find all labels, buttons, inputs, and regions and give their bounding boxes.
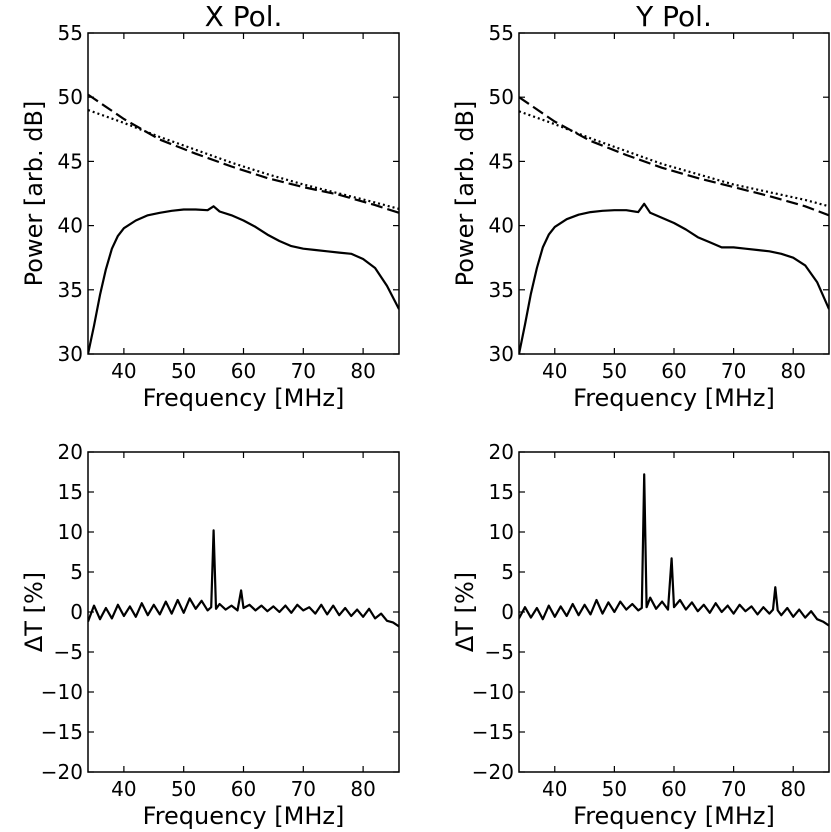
series-line-solid [88, 205, 399, 354]
x-tick-label: 50 [171, 359, 196, 383]
series-line-dotted [519, 110, 829, 208]
series-line-solid [519, 473, 829, 627]
panel-y-pol-delta-t: 40 50 60 70 80 −20 −15 −10 −5 0 5 10 15 20 Frequency… [451, 440, 830, 830]
y-tick-label: −20 [41, 760, 83, 784]
x-tick-label: 60 [231, 359, 256, 383]
y-tick-label: 55 [489, 21, 514, 45]
panel-x-pol-delta-t: 40 50 60 70 80 −20 −15 −10 −5 0 5 10 15 20 Frequency… [20, 440, 400, 830]
y-tick-label: 5 [501, 560, 514, 584]
x-tick-label: 40 [542, 777, 567, 801]
y-tick-label: 0 [501, 600, 514, 624]
x-axis-label: Frequency [MHz] [573, 802, 775, 830]
x-tick-label: 50 [602, 359, 627, 383]
y-tick-label: −20 [472, 760, 514, 784]
x-tick-label: 40 [111, 777, 136, 801]
x-tick-label: 70 [721, 359, 746, 383]
plot-frame [518, 32, 830, 355]
x-tick-label: 40 [542, 359, 567, 383]
y-tick-label: 30 [489, 342, 514, 366]
x-tick-label: 80 [781, 777, 806, 801]
y-tick-label: 0 [70, 600, 83, 624]
y-tick-label: 20 [489, 440, 514, 464]
x-axis-label: Frequency [MHz] [143, 802, 345, 830]
x-tick-label: 60 [231, 777, 256, 801]
y-tick-label: −5 [485, 640, 514, 664]
y-tick-label: 35 [489, 278, 514, 302]
y-tick-label: 50 [489, 85, 514, 109]
series-line-dashed [88, 93, 399, 214]
panel-y-pol-power: Y Pol. 40 50 60 70 80 30 35 40 45 50 55 Frequency… [451, 0, 830, 412]
y-tick-label: 45 [489, 149, 514, 173]
y-tick-label: 35 [58, 278, 83, 302]
x-tick-label: 50 [171, 777, 196, 801]
y-tick-label: 45 [58, 149, 83, 173]
x-tick-label: 60 [661, 777, 686, 801]
series-line-solid [88, 529, 399, 628]
y-tick-label: 20 [58, 440, 83, 464]
x-axis-label: Frequency [MHz] [573, 384, 775, 412]
y-tick-label: −5 [54, 640, 83, 664]
y-tick-label: 15 [489, 480, 514, 504]
y-tick-label: 40 [489, 214, 514, 238]
y-tick-label: 50 [58, 85, 83, 109]
x-tick-label: 80 [781, 359, 806, 383]
y-axis-label: Power [arb. dB] [20, 101, 48, 287]
plot-frame [87, 451, 400, 773]
series-line-dashed [519, 96, 829, 217]
y-axis-label: ΔT [%] [451, 572, 479, 652]
x-axis-label: Frequency [MHz] [143, 384, 345, 412]
y-tick-label: 15 [58, 480, 83, 504]
y-tick-label: 30 [58, 342, 83, 366]
y-tick-label: −10 [41, 680, 83, 704]
x-tick-label: 80 [350, 777, 375, 801]
x-tick-label: 70 [721, 777, 746, 801]
x-tick-label: 80 [350, 359, 375, 383]
y-tick-label: −15 [472, 720, 514, 744]
plot-frame [87, 32, 400, 355]
y-tick-label: 5 [70, 560, 83, 584]
x-tick-label: 70 [291, 777, 316, 801]
series-line-dotted [88, 108, 399, 210]
y-axis-label: Power [arb. dB] [451, 101, 479, 287]
y-tick-label: 10 [489, 520, 514, 544]
x-tick-label: 40 [111, 359, 136, 383]
panel-title: Y Pol. [635, 0, 712, 33]
x-tick-label: 50 [602, 777, 627, 801]
y-tick-label: 40 [58, 214, 83, 238]
y-tick-label: −15 [41, 720, 83, 744]
x-tick-label: 60 [661, 359, 686, 383]
plot-frame [518, 451, 830, 773]
y-tick-label: 10 [58, 520, 83, 544]
y-tick-label: 55 [58, 21, 83, 45]
series-line-solid [519, 202, 829, 354]
x-tick-label: 70 [291, 359, 316, 383]
panel-title: X Pol. [205, 0, 283, 33]
y-axis-label: ΔT [%] [20, 572, 48, 652]
panel-x-pol-power: X Pol. 40 50 60 70 80 30 35 40 45 50 55 Frequency… [20, 0, 400, 412]
y-tick-label: −10 [472, 680, 514, 704]
